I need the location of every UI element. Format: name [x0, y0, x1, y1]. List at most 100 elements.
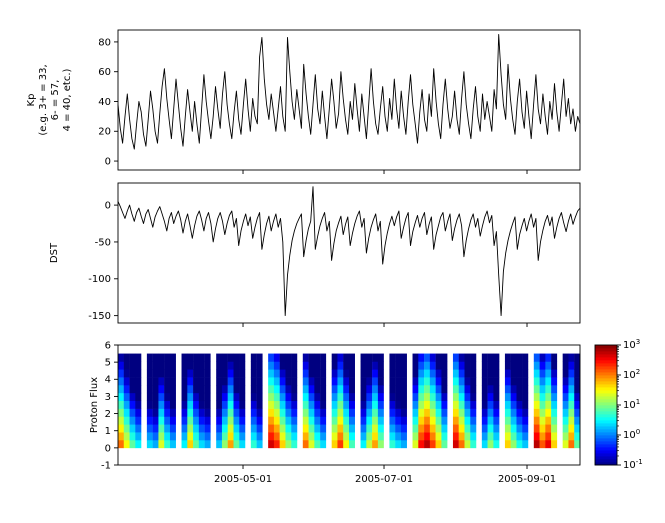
colorbar-segment [595, 444, 617, 448]
heatmap-cell [331, 440, 338, 449]
colorbar-tick-label: 100 [623, 428, 640, 441]
heatmap-cell [510, 385, 517, 394]
heatmap-cell [349, 400, 355, 409]
heatmap-cell [539, 392, 546, 402]
heatmap-cell [129, 369, 136, 378]
heatmap-cell [233, 377, 240, 386]
heatmap-cell [279, 400, 286, 409]
heatmap-cell [268, 369, 275, 378]
dst-frame [117, 182, 581, 324]
heatmap-cell [487, 432, 494, 441]
heatmap-cell [522, 353, 529, 362]
heatmap-cell [493, 353, 500, 362]
heatmap-cell [320, 361, 327, 370]
heatmap-cell [424, 416, 431, 425]
heatmap-cell [441, 385, 448, 394]
heatmap-cell [568, 385, 575, 394]
heatmap-cell [291, 353, 298, 362]
heatmap-cell [193, 408, 200, 417]
heatmap-cell [331, 416, 338, 425]
heatmap-cell [551, 369, 558, 378]
colorbar-segment [595, 450, 617, 454]
heatmap-cell [366, 408, 373, 417]
x-axis-labels: 2005-05-01 2005-07-01 2005-09-01 [214, 474, 556, 485]
heatmap-cell [279, 416, 286, 425]
heatmap-cell [389, 361, 396, 370]
heatmap-cell [129, 440, 136, 449]
heatmap-cell [400, 385, 407, 394]
heatmap-cell [314, 369, 321, 378]
heatmap-cell [429, 392, 436, 402]
heatmap-cell [343, 400, 350, 409]
heatmap-cell [198, 432, 205, 441]
heatmap-cell [464, 432, 471, 441]
heatmap-cell [239, 353, 246, 362]
heatmap-cell [291, 392, 298, 402]
heatmap-cell [204, 440, 211, 449]
heatmap-cell [308, 416, 315, 425]
heatmap-cell [366, 353, 373, 362]
heatmap-cell [481, 385, 488, 394]
heatmap-cell [314, 432, 321, 441]
heatmap-cell [493, 369, 500, 378]
heatmap-cell [152, 400, 159, 409]
heatmap-cell [302, 424, 309, 433]
heatmap-cell [551, 353, 558, 362]
heatmap-cell [458, 377, 465, 386]
heatmap-cell [377, 416, 384, 425]
heatmap-cell [568, 377, 575, 386]
heatmap-cell [123, 432, 130, 441]
heatmap-cell [343, 385, 350, 394]
heatmap-cell [146, 377, 153, 386]
heatmap-cell [470, 400, 477, 409]
heatmap-cell [239, 400, 246, 409]
heatmap-cell [123, 408, 130, 417]
heatmap-cell [545, 424, 552, 433]
heatmap-cell [395, 377, 402, 386]
heatmap-cell [118, 400, 124, 409]
heatmap-cell [204, 432, 211, 441]
heatmap-cell [118, 432, 124, 441]
tick-label: 4 [105, 375, 111, 386]
heatmap-cell [239, 369, 246, 378]
heatmap-cell [256, 432, 263, 441]
heatmap-cell [227, 440, 234, 449]
heatmap-cell [510, 424, 517, 433]
heatmap-cell [522, 392, 529, 402]
kp-ylabel: Kp [26, 94, 37, 107]
colorbar-segment [595, 411, 617, 415]
colorbar-segment [595, 429, 617, 433]
heatmap-cell [343, 361, 350, 370]
heatmap-cell [504, 408, 511, 417]
heatmap-cell [522, 361, 529, 370]
heatmap-cell [118, 361, 124, 370]
heatmap-cell [216, 392, 223, 402]
heatmap-cell [123, 369, 130, 378]
heatmap-cell [181, 353, 188, 362]
heatmap-cell [169, 440, 176, 449]
heatmap-cell [118, 377, 124, 386]
heatmap-cell [308, 385, 315, 394]
heatmap-cell [377, 369, 384, 378]
heatmap-cell [118, 408, 124, 417]
heatmap-cell [360, 361, 367, 370]
heatmap-cell [314, 416, 321, 425]
heatmap-cell [435, 369, 442, 378]
heatmap-cell [291, 369, 298, 378]
heatmap-cell [360, 392, 367, 402]
heatmap-cell [360, 377, 367, 386]
heatmap-cell [320, 369, 327, 378]
heatmap-cell [216, 361, 223, 370]
heatmap-cell [152, 432, 159, 441]
heatmap-cell [377, 392, 384, 402]
heatmap-cell [268, 400, 275, 409]
heatmap-cell [181, 385, 188, 394]
heatmap-cell [487, 369, 494, 378]
heatmap-cell [302, 369, 309, 378]
heatmap-cell [452, 400, 459, 409]
heatmap-cell [129, 432, 136, 441]
heatmap-cell [198, 440, 205, 449]
heatmap-cell [551, 408, 558, 417]
heatmap-cell [412, 440, 419, 449]
